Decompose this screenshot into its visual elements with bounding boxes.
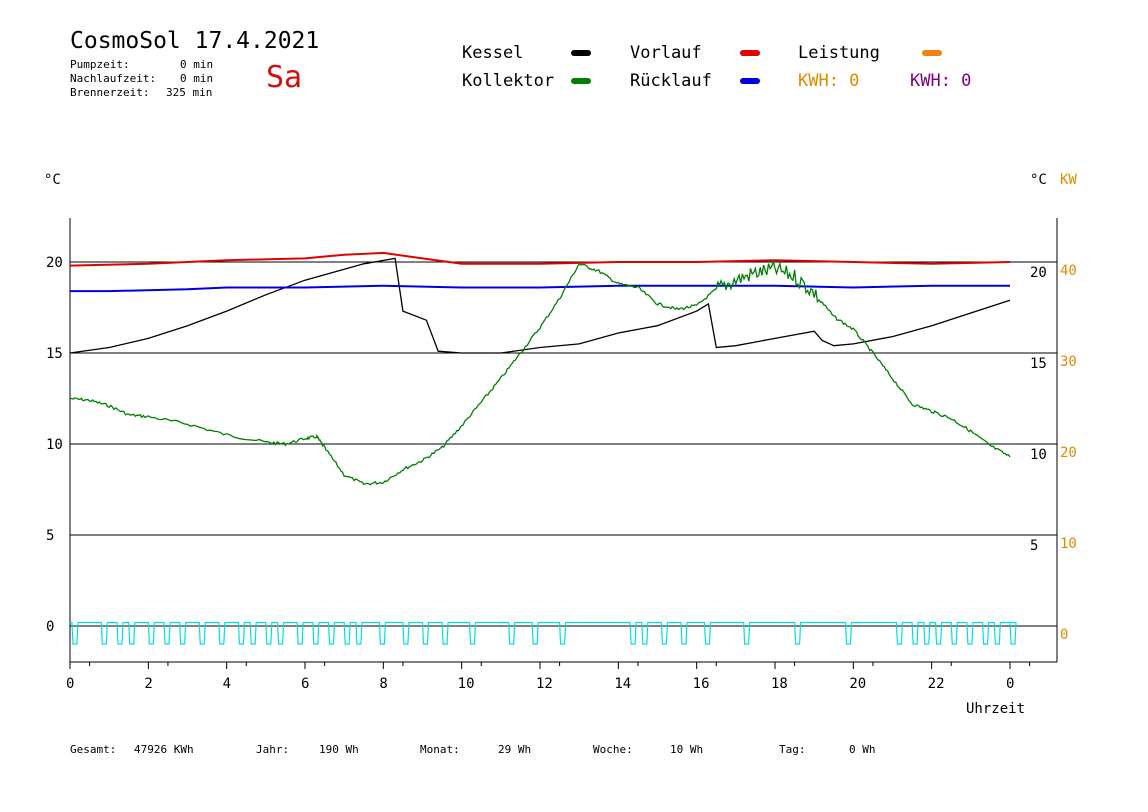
left-axis-unit: °C bbox=[44, 172, 61, 188]
y-right-tick-label: 20 bbox=[1030, 265, 1047, 281]
footer-gesamt-label: Gesamt: bbox=[70, 743, 117, 756]
x-tick-label: 10 bbox=[458, 676, 475, 692]
legend-kollektor-swatch bbox=[571, 78, 591, 84]
x-tick-label: 16 bbox=[693, 676, 710, 692]
y-right2-tick-label: 0 bbox=[1060, 627, 1068, 643]
y-right2-tick-label: 30 bbox=[1060, 354, 1077, 370]
x-axis-label: Uhrzeit bbox=[966, 701, 1026, 717]
legend-ruecklauf-label: Rücklauf bbox=[630, 71, 712, 91]
y-left-tick-label: 0 bbox=[46, 619, 54, 635]
footer-monat-value: 29 Wh bbox=[498, 743, 532, 756]
legend-vorlauf-swatch bbox=[740, 50, 760, 56]
y-left-tick-label: 20 bbox=[46, 255, 63, 271]
y-left-tick-label: 5 bbox=[46, 528, 54, 544]
stat-pumpzeit-value: 0 min bbox=[180, 58, 214, 71]
legend-kessel-label: Kessel bbox=[462, 43, 524, 63]
x-tick-label: 6 bbox=[301, 676, 309, 692]
y-right-tick-label: 15 bbox=[1030, 356, 1047, 372]
footer-woche-value: 10 Wh bbox=[670, 743, 704, 756]
stat-nachlaufzeit-value: 0 min bbox=[180, 72, 214, 85]
x-tick-label: 20 bbox=[849, 676, 866, 692]
stat-nachlaufzeit-label: Nachlaufzeit: bbox=[70, 72, 157, 85]
y-right2-tick-label: 10 bbox=[1060, 536, 1077, 552]
series-leistung-line bbox=[70, 621, 1017, 645]
x-tick-label: 22 bbox=[928, 676, 945, 692]
x-tick-label: 4 bbox=[223, 676, 231, 692]
y-right2-tick-label: 20 bbox=[1060, 445, 1077, 461]
stat-brennerzeit-value: 325 min bbox=[166, 86, 213, 99]
x-tick-label: 0 bbox=[1006, 676, 1014, 692]
legend-leistung-label: Leistung bbox=[798, 43, 880, 63]
y-right-tick-label: 10 bbox=[1030, 447, 1047, 463]
series-ruecklauf-line bbox=[70, 284, 1010, 293]
footer-jahr-value: 190 Wh bbox=[319, 743, 359, 756]
x-tick-label: 8 bbox=[379, 676, 387, 692]
x-tick-label: 18 bbox=[771, 676, 788, 692]
x-tick-label: 2 bbox=[144, 676, 152, 692]
series-kessel-line bbox=[69, 257, 1011, 354]
legend-leistung-swatch bbox=[922, 50, 942, 56]
legend-vorlauf-label: Vorlauf bbox=[630, 43, 702, 63]
footer-tag-label: Tag: bbox=[779, 743, 806, 756]
x-tick-label: 14 bbox=[614, 676, 631, 692]
right-axis-unit: °C bbox=[1030, 172, 1047, 188]
footer-tag-value: 0 Wh bbox=[849, 743, 876, 756]
weekday-label: Sa bbox=[266, 60, 303, 95]
right-axis-unit-kw: KW bbox=[1060, 172, 1077, 188]
legend-kwh-orange: KWH: 0 bbox=[798, 71, 860, 91]
y-left-tick-label: 10 bbox=[46, 437, 63, 453]
x-tick-label: 0 bbox=[66, 676, 74, 692]
legend-kwh-purple: KWH: 0 bbox=[910, 71, 972, 91]
chart-title: CosmoSol 17.4.2021 bbox=[70, 28, 320, 54]
series-kollektor-line bbox=[69, 259, 1011, 486]
y-left-tick-label: 15 bbox=[46, 346, 63, 362]
legend-ruecklauf-swatch bbox=[740, 78, 760, 84]
legend-kessel-swatch bbox=[571, 50, 591, 56]
stat-brennerzeit-label: Brennerzeit: bbox=[70, 86, 150, 99]
y-right-tick-label: 5 bbox=[1030, 538, 1038, 554]
footer-gesamt-value: 47926 KWh bbox=[134, 743, 194, 756]
x-tick-label: 12 bbox=[536, 676, 553, 692]
y-right2-tick-label: 40 bbox=[1060, 263, 1077, 279]
series-vorlauf-line bbox=[69, 251, 1011, 267]
stat-pumpzeit-label: Pumpzeit: bbox=[70, 58, 130, 71]
legend-kollektor-label: Kollektor bbox=[462, 71, 555, 91]
footer-woche-label: Woche: bbox=[593, 743, 633, 756]
footer-monat-label: Monat: bbox=[420, 743, 460, 756]
footer-jahr-label: Jahr: bbox=[256, 743, 290, 756]
